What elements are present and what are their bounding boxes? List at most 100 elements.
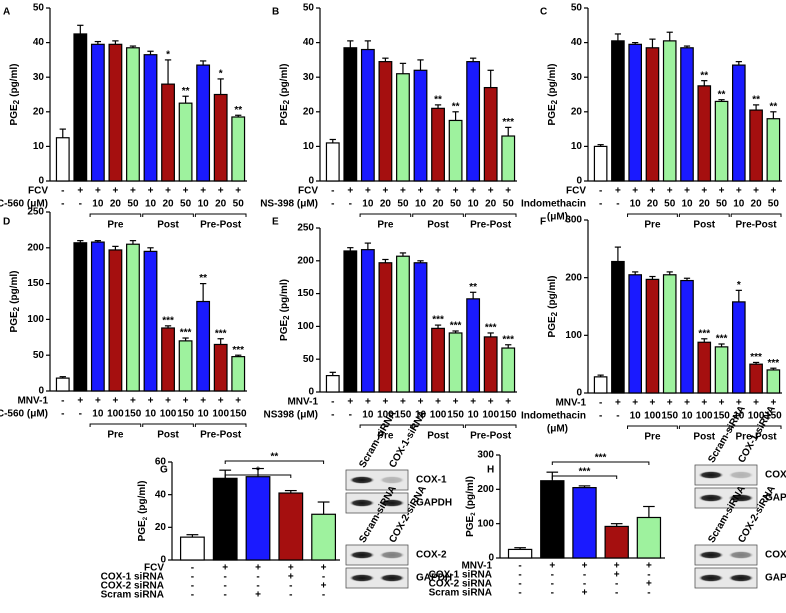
group-bracket xyxy=(464,424,517,428)
y-tick-label: 50 xyxy=(33,350,45,361)
row-value: + xyxy=(582,588,588,599)
row-value: + xyxy=(719,398,725,409)
row-value: + xyxy=(165,396,171,407)
row-value: + xyxy=(288,563,294,574)
bar xyxy=(360,48,375,182)
bar xyxy=(572,487,597,559)
bar xyxy=(714,346,729,394)
row-value: + xyxy=(382,397,388,408)
significance-label: * xyxy=(166,50,170,61)
significance-label: *** xyxy=(502,117,514,128)
group-label: Pre-Post xyxy=(470,220,512,231)
bar xyxy=(731,64,746,182)
row-value: 150 xyxy=(230,409,247,420)
y-axis-label-part: 2 xyxy=(12,306,21,311)
row-value: + xyxy=(165,186,171,197)
row-value: 20 xyxy=(110,199,122,210)
row-value: + xyxy=(218,186,224,197)
bar xyxy=(604,525,629,559)
y-tick-label: 30 xyxy=(571,72,583,83)
row-value: + xyxy=(400,397,406,408)
y-tick-label: 60 xyxy=(155,457,167,468)
row-value: 100 xyxy=(430,410,447,421)
row-value: 50 xyxy=(397,199,409,210)
row-label: FCV xyxy=(566,186,586,197)
bar xyxy=(325,142,340,182)
row-value: + xyxy=(488,186,494,197)
row-label: COX-1 siRNA xyxy=(101,572,164,583)
comparison-label: ** xyxy=(271,452,279,463)
blot-band-label: COX-1 xyxy=(765,470,786,481)
group-bracket xyxy=(730,425,782,429)
row-label: MNV-1 xyxy=(461,561,492,572)
bar xyxy=(507,548,533,559)
y-axis-label-part: 2 xyxy=(12,99,21,104)
row-value: 10 xyxy=(468,199,480,210)
blot-band-label: COX-1 xyxy=(416,475,447,486)
y-axis-label-part: (pg/ml) xyxy=(547,276,558,309)
significance-label: *** xyxy=(698,328,710,339)
group-bracket xyxy=(359,424,412,428)
row-value: + xyxy=(614,570,620,581)
row-value: + xyxy=(235,396,241,407)
significance-label: ** xyxy=(752,95,760,106)
row-value: 20 xyxy=(380,199,392,210)
blot-band-label: GAPDH xyxy=(416,573,452,584)
row-value: 10 xyxy=(681,411,693,422)
bar xyxy=(178,340,193,392)
y-axis-label-part: (pg/ml) xyxy=(547,64,558,97)
y-tick-label: 100 xyxy=(477,518,494,529)
blot-band xyxy=(349,574,375,582)
bar xyxy=(213,93,228,182)
row-value: 10 xyxy=(630,411,642,422)
significance-label: *** xyxy=(215,328,227,339)
row-value: 150 xyxy=(500,410,517,421)
y-tick-label: 0 xyxy=(38,386,44,397)
y-axis-label-part: PGE xyxy=(9,104,20,125)
significance-label: * xyxy=(219,69,223,80)
row-value: 20 xyxy=(215,199,227,210)
y-tick-label: 40 xyxy=(33,37,45,48)
significance-label: *** xyxy=(716,334,728,345)
y-axis-label-part: PGE xyxy=(9,311,20,332)
row-value: 100 xyxy=(107,409,124,420)
y-tick-label: 10 xyxy=(571,141,583,152)
row-value: + xyxy=(365,397,371,408)
bar xyxy=(73,33,88,182)
row-value: 50 xyxy=(716,199,728,210)
bar xyxy=(196,64,211,182)
bar xyxy=(108,43,123,182)
row-label: (μM) xyxy=(547,424,568,435)
row-value: + xyxy=(632,398,638,409)
bar xyxy=(178,102,193,182)
significance-label: ** xyxy=(769,101,777,112)
bar xyxy=(73,242,88,392)
y-axis-label-part: PGE xyxy=(279,104,290,125)
y-axis-label-part: (pg/ml) xyxy=(9,271,20,304)
panel-label: E xyxy=(272,217,279,228)
comparison-bracket xyxy=(224,460,325,464)
y-axis-label-part: PGE xyxy=(465,515,476,536)
row-value: + xyxy=(505,397,511,408)
row-value: 10 xyxy=(198,409,210,420)
group-bracket xyxy=(412,424,464,428)
panel-label: C xyxy=(540,7,547,18)
row-value: + xyxy=(112,186,118,197)
row-value: - xyxy=(331,410,334,421)
y-axis-label-part: 2 xyxy=(282,315,291,320)
bar xyxy=(55,137,70,182)
row-value: + xyxy=(719,186,725,197)
bar xyxy=(766,118,781,182)
row-value: 10 xyxy=(145,199,157,210)
y-tick-label: 250 xyxy=(297,223,314,234)
group-label: Pre xyxy=(644,220,661,231)
row-value: + xyxy=(614,561,620,572)
row-value: - xyxy=(647,570,650,581)
significance-label: *** xyxy=(432,315,444,326)
group-label: Pre xyxy=(107,430,124,441)
bar xyxy=(766,369,781,394)
significance-label: *** xyxy=(232,345,244,356)
row-value: + xyxy=(701,398,707,409)
row-value: - xyxy=(331,397,334,408)
